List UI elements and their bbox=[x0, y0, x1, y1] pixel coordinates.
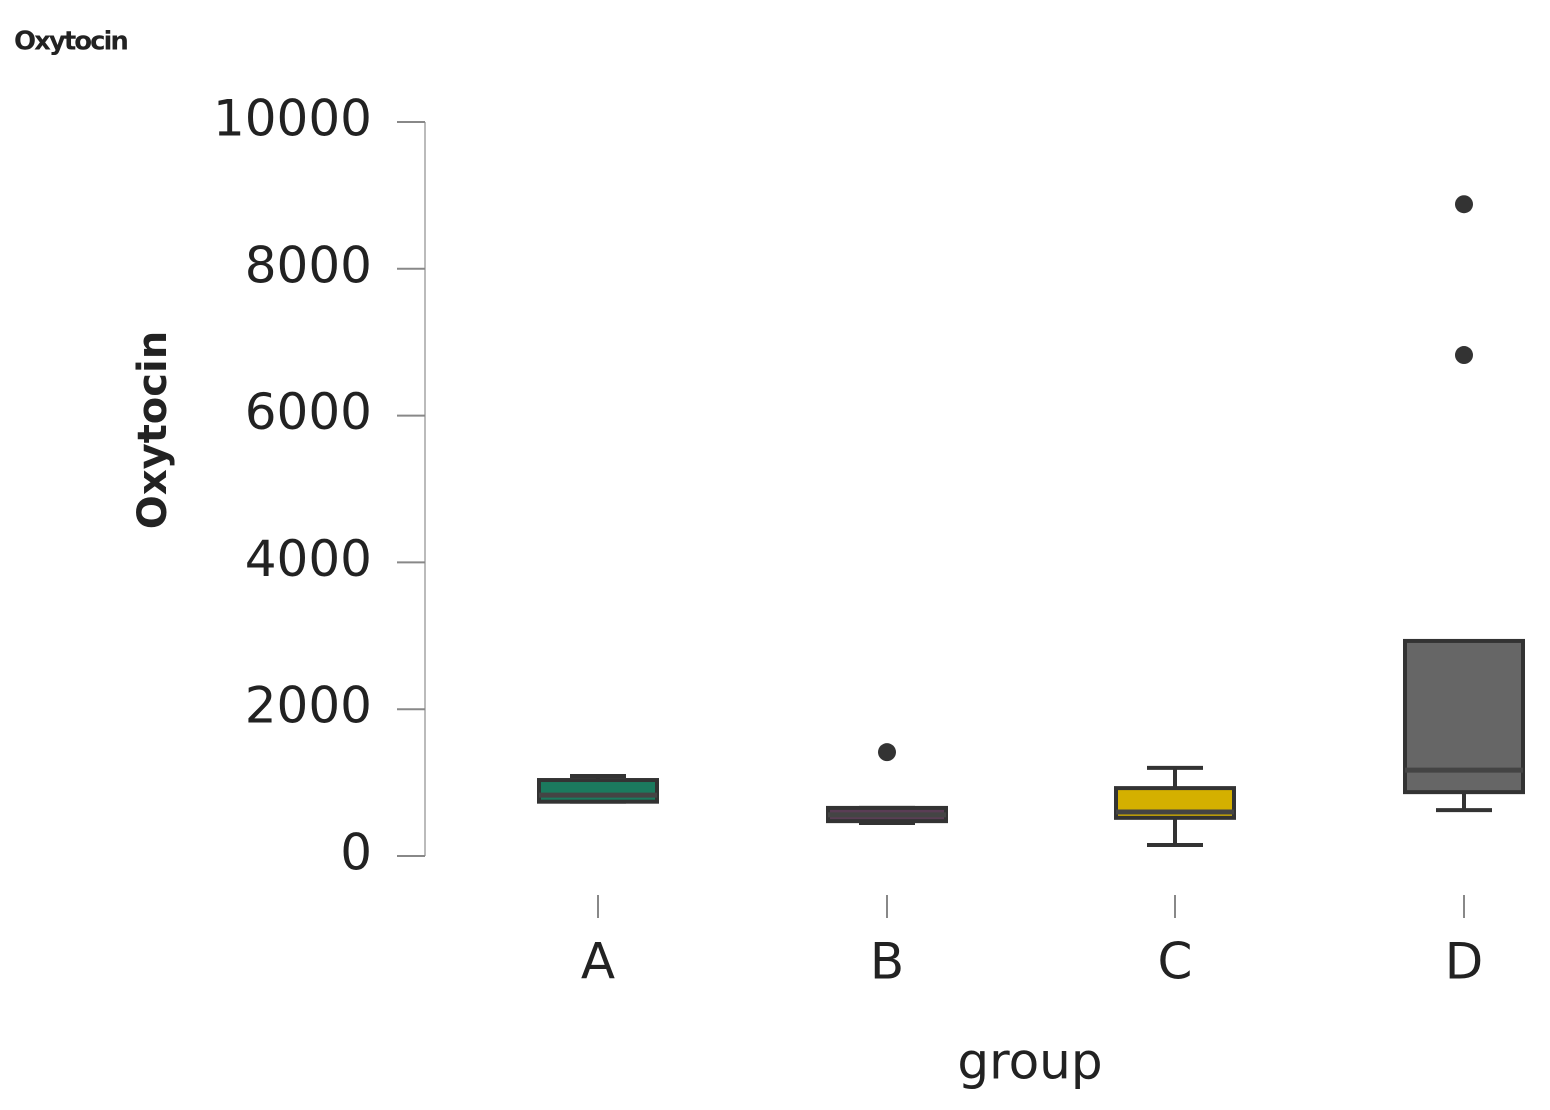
x-tick-label: D bbox=[1445, 933, 1484, 991]
box bbox=[537, 778, 659, 804]
y-tick-label: 4000 bbox=[245, 530, 372, 588]
outlier bbox=[1455, 195, 1473, 214]
y-tick-label: 8000 bbox=[245, 236, 372, 294]
y-tick-label: 2000 bbox=[245, 677, 372, 735]
y-tick-label: 6000 bbox=[245, 383, 372, 441]
x-tick-label: C bbox=[1158, 933, 1193, 991]
outlier bbox=[878, 743, 896, 762]
x-tick-label: A bbox=[581, 933, 615, 991]
outlier bbox=[1455, 346, 1473, 365]
y-axis-label: Oxytocin bbox=[130, 331, 176, 529]
y-tick-label: 0 bbox=[340, 824, 372, 882]
box bbox=[1403, 638, 1525, 795]
y-tick-label: 10000 bbox=[213, 90, 372, 148]
chart-title: Oxytocin bbox=[14, 27, 127, 57]
x-axis-label: group bbox=[957, 1033, 1102, 1091]
x-tick-label: B bbox=[870, 933, 904, 991]
